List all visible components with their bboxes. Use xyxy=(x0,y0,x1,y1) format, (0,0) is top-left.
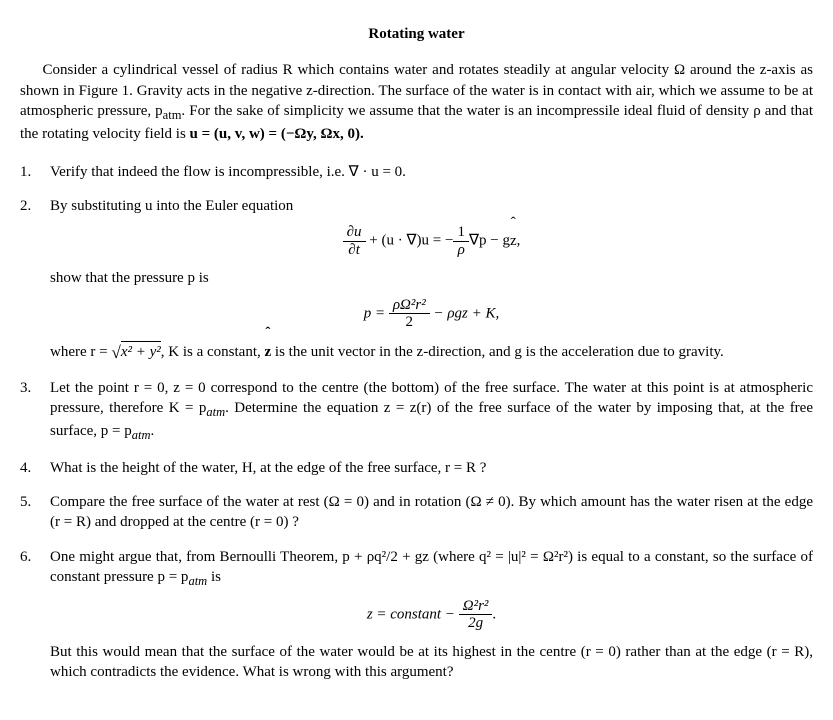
question-5: Compare the free surface of the water at… xyxy=(20,492,813,533)
q3-text-c: . xyxy=(151,423,155,439)
question-3: Let the point r = 0, z = 0 correspond to… xyxy=(20,378,813,444)
radical-icon: √ xyxy=(111,343,120,362)
q6-eq-lhs: z = constant − xyxy=(367,606,459,622)
q2-eq-den: ∂t xyxy=(348,242,360,258)
q6-text-a: One might argue that, from Bernoulli The… xyxy=(50,549,813,585)
q2-text-a: By substituting u into the Euler equatio… xyxy=(50,198,293,214)
q2-eq-rnum: 1 xyxy=(453,224,469,242)
intro-u-vec: u = (u, v, w) = (−Ωy, Ωx, 0). xyxy=(190,126,364,142)
q2-eq2-lhs: p = xyxy=(364,305,389,321)
q2-text-c2: , K is a constant, xyxy=(161,344,265,360)
question-2: By substituting u into the Euler equatio… xyxy=(20,196,813,364)
q2-eq-rhs2: ∇p − g xyxy=(469,233,510,249)
q2-eq2-den: 2 xyxy=(389,314,430,331)
intro-sub-atm-1: atm xyxy=(163,108,182,122)
question-1: Verify that indeed the flow is incompres… xyxy=(20,162,813,182)
q2-eq-mid: + (u · ∇)u = − xyxy=(366,233,454,249)
q2-eq-zhat: z xyxy=(510,231,517,251)
q2-sqrt: x² + y² xyxy=(121,344,161,360)
q3-sub2: atm xyxy=(132,428,151,442)
q5-text: Compare the free surface of the water at… xyxy=(50,494,813,530)
q1-text: Verify that indeed the flow is incompres… xyxy=(50,164,406,180)
question-6: One might argue that, from Bernoulli The… xyxy=(20,547,813,683)
q6-eq-end: . xyxy=(492,606,496,622)
q2-c-zhat: z xyxy=(265,342,272,362)
q6-text-b: is xyxy=(207,569,221,585)
question-4: What is the height of the water, H, at t… xyxy=(20,458,813,478)
q4-text: What is the height of the water, H, at t… xyxy=(50,460,486,476)
q2-equation-euler: ∂u ∂t + (u · ∇)u = −1ρ∇p − gz, xyxy=(50,224,813,258)
q2-eq2-num: ρΩ²r² xyxy=(393,297,426,313)
intro-paragraph: Consider a cylindrical vessel of radius … xyxy=(20,60,813,144)
q2-eq-rden: ρ xyxy=(458,242,465,258)
q6-sub1: atm xyxy=(188,574,207,588)
q2-eq-end: , xyxy=(517,233,521,249)
question-list: Verify that indeed the flow is incompres… xyxy=(20,162,813,682)
q2-text-c1: where r = xyxy=(50,344,111,360)
page-title: Rotating water xyxy=(20,24,813,44)
q6-eq-den: 2g xyxy=(468,615,483,631)
q2-eq2-rhs: − ρgz + K, xyxy=(430,305,500,321)
q2-text-b: show that the pressure p is xyxy=(50,270,209,286)
q6-eq-num: Ω²r² xyxy=(463,598,489,614)
q2-text-c3: is the unit vector in the z-direction, a… xyxy=(271,344,724,360)
q2-eq-num: ∂u xyxy=(347,224,362,240)
q6-text-c: But this would mean that the surface of … xyxy=(50,644,813,680)
q2-equation-pressure: p = ρΩ²r²2 − ρgz + K, xyxy=(50,297,813,331)
q3-sub1: atm xyxy=(206,405,225,419)
q6-equation: z = constant − Ω²r²2g. xyxy=(50,598,813,632)
